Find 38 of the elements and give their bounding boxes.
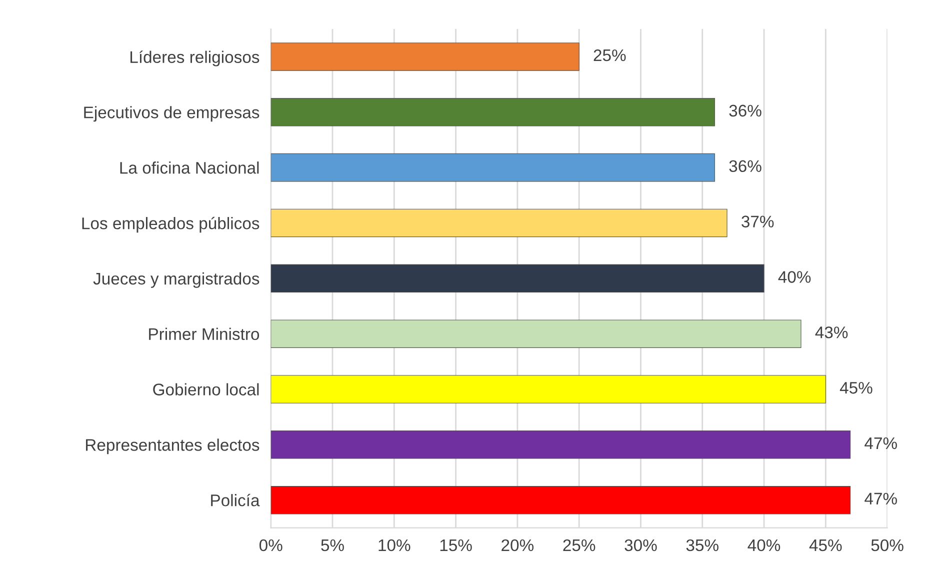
x-tick-label: 40% [748,539,780,552]
y-tick-label: La oficina Nacional [120,162,259,174]
data-label: 47% [864,437,897,450]
x-tick-label: 45% [809,539,842,552]
bar [270,208,728,238]
y-tick-label: Ejecutivos de empresas [84,106,260,122]
y-tick-label: Representantes electos [86,438,260,454]
data-label: 47% [864,492,897,504]
x-tick-label: 5% [321,539,344,552]
x-tick-label: 50% [871,539,904,552]
bar [270,98,715,126]
x-tick-label: 25% [563,539,596,552]
data-label: 43% [815,326,848,338]
bar [270,320,802,348]
bar [270,486,851,514]
x-tick-label: 15% [440,539,472,552]
x-tick-label: 0% [259,539,282,552]
bar [270,430,851,459]
bar [270,42,580,71]
data-label: 36% [729,104,762,117]
x-tick-label: 20% [502,539,534,552]
bar [270,153,715,182]
data-label: 25% [594,49,626,62]
data-label: 36% [729,160,762,172]
bar [270,264,764,293]
data-label: 40% [778,271,811,283]
data-label: 45% [840,382,872,394]
y-tick-label: Líderes religiosos [130,50,260,66]
y-tick-label: Los empleados públicos [82,216,260,233]
x-tick-label: 35% [686,539,718,552]
data-label: 37% [742,216,774,228]
y-tick-label: Policía [211,494,260,506]
bar [270,375,826,404]
x-tick-label: 10% [378,539,410,552]
y-tick-label: Primer Ministro [149,328,260,340]
y-tick-label: Jueces y margistrados [93,272,260,288]
y-tick-label: Gobierno local [153,383,259,396]
x-tick-label: 30% [624,539,657,552]
